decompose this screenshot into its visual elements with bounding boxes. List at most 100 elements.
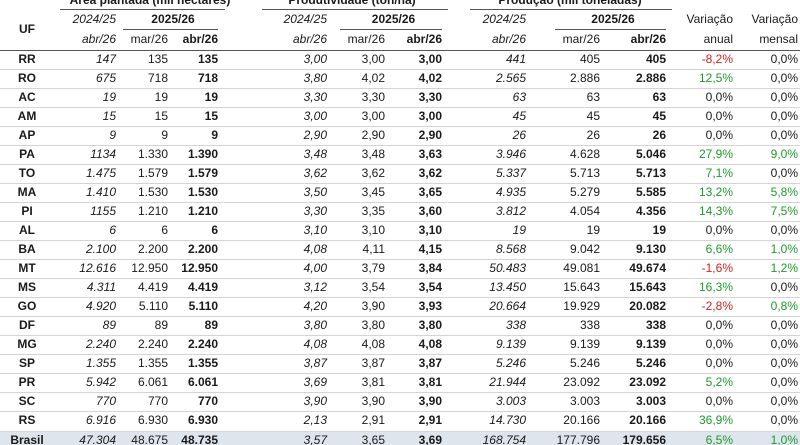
cell: 3,81 — [361, 375, 385, 390]
cell: 3,10 — [418, 222, 442, 237]
cell: 4.356 — [635, 203, 666, 218]
month-header: mar/26 — [562, 32, 600, 46]
cell: 5.110 — [138, 299, 168, 314]
row-rule — [0, 163, 800, 165]
cell: 3,48 — [303, 146, 327, 161]
cell: 6,6% — [705, 242, 733, 256]
cell: 0,0% — [705, 108, 733, 123]
cell: -1,6% — [701, 261, 733, 276]
cell: 5.942 — [85, 375, 116, 390]
month-header: mar/26 — [130, 32, 168, 46]
cell: 3,54 — [361, 280, 385, 295]
cell: 405 — [645, 51, 666, 66]
month-header: abr/26 — [292, 32, 327, 46]
cell: 5.246 — [635, 356, 666, 371]
row-rule — [0, 373, 800, 375]
cell: 0,0% — [705, 318, 733, 333]
cell: 4.419 — [187, 280, 218, 295]
group-title: Produtividade (ton/ha) — [288, 0, 416, 7]
uf-cell: PI — [21, 203, 33, 218]
uf-cell: AL — [19, 222, 35, 237]
uf-cell: PA — [19, 146, 35, 161]
cell: 3,90 — [303, 394, 327, 409]
cell: 0,0% — [705, 89, 733, 104]
cell: 63 — [586, 89, 600, 104]
cell: 5.713 — [635, 165, 666, 180]
cell: 12.950 — [181, 261, 218, 276]
cell: 0,0% — [770, 337, 798, 352]
cell: 5.337 — [495, 165, 526, 180]
season-rule — [555, 29, 666, 30]
cell: 4,00 — [303, 261, 327, 276]
cell: 147 — [95, 51, 116, 66]
cell: 26 — [512, 127, 526, 142]
curr-season: 2025/26 — [371, 12, 416, 26]
cell: 3,79 — [361, 261, 385, 276]
cell: 6.930 — [187, 413, 218, 428]
cell: 3,63 — [418, 146, 442, 161]
cell: 6.061 — [187, 375, 218, 390]
cell: 9.139 — [635, 337, 666, 352]
cell: 23.092 — [629, 375, 666, 390]
cell: 3.003 — [635, 394, 666, 409]
cell: 338 — [505, 318, 526, 333]
cell: 89 — [102, 318, 116, 333]
cell: 14.730 — [489, 413, 526, 428]
group-rule — [60, 9, 225, 10]
cell: 23.092 — [563, 375, 600, 390]
cell: 9.139 — [495, 337, 526, 352]
cell: 3,84 — [418, 261, 442, 276]
uf-cell: GO — [17, 299, 37, 314]
cell: 6 — [109, 222, 116, 237]
cell: 3,80 — [418, 318, 442, 333]
group-title: Produção (mil toneladas) — [498, 0, 642, 7]
uf-cell: MS — [18, 280, 36, 295]
cell: 26 — [652, 127, 666, 142]
cell: 4,08 — [418, 337, 442, 352]
cell: 2.100 — [85, 242, 116, 256]
cell: 14,3% — [698, 203, 733, 218]
cell: 2.565 — [495, 70, 526, 85]
cell: 3.812 — [495, 203, 526, 218]
cell: 3,80 — [303, 318, 327, 333]
cell: 718 — [147, 70, 168, 85]
cell: 338 — [645, 318, 666, 333]
cell: 1,2% — [770, 261, 798, 276]
cell: 0,0% — [770, 108, 798, 123]
group-rule — [262, 9, 448, 10]
month-header: abr/26 — [491, 32, 526, 46]
cell: 7,1% — [705, 165, 733, 180]
cell: 21.944 — [489, 375, 526, 390]
cell: 13.450 — [489, 280, 526, 295]
cell: 5.246 — [495, 356, 526, 371]
cell: 0,0% — [770, 394, 798, 409]
cell: 2.240 — [187, 337, 218, 352]
uf-header: UF — [19, 22, 35, 36]
row-rule — [0, 411, 800, 413]
cell: 0,0% — [770, 375, 798, 390]
cell: 1.410 — [85, 184, 116, 199]
cell: 2.886 — [569, 70, 600, 85]
cell: 1.530 — [137, 184, 168, 199]
uf-cell: AM — [17, 108, 37, 123]
cell: 4,08 — [303, 242, 327, 256]
cell: 2,90 — [418, 127, 442, 142]
cell: 0,0% — [705, 222, 733, 237]
cell: 47.304 — [79, 432, 116, 445]
cell: 2,13 — [303, 413, 327, 428]
cell: 4,08 — [361, 337, 385, 352]
cell: 5.046 — [635, 146, 666, 161]
cell: 19 — [204, 89, 218, 104]
cell: 19 — [102, 89, 116, 104]
cell: 5,8% — [770, 184, 798, 199]
curr-season: 2025/26 — [591, 12, 635, 26]
cell: 19 — [154, 89, 168, 104]
cell: 6.916 — [85, 413, 116, 428]
cell: 6 — [161, 222, 168, 237]
cell: 3,00 — [361, 108, 385, 123]
cell: 4,11 — [362, 242, 385, 256]
cell: 20.166 — [629, 413, 666, 428]
cell: 63 — [652, 89, 666, 104]
cell: 0,0% — [770, 165, 798, 180]
group-rule — [470, 9, 672, 10]
